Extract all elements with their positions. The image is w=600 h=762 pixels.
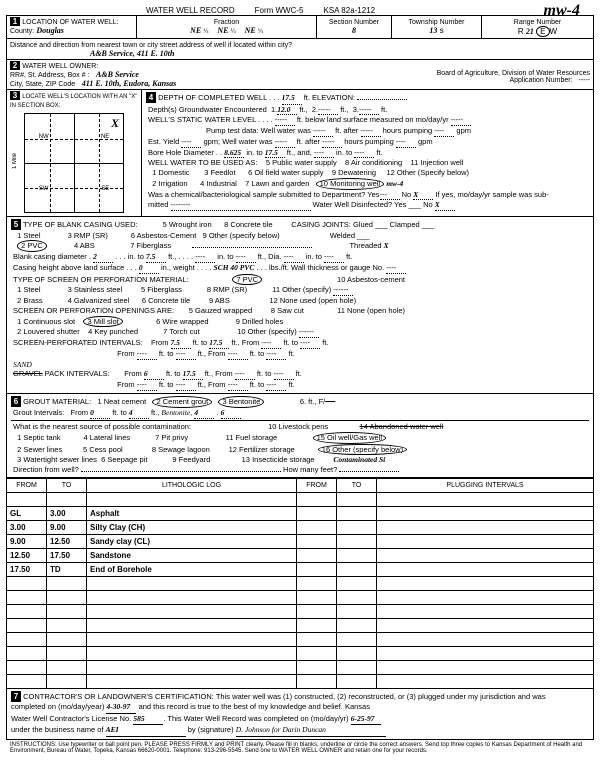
sec-num-5: 5 bbox=[11, 219, 21, 230]
owner-addr: 411 E. 10th, Eudora, Kansas bbox=[82, 79, 176, 88]
sec-num-7: 7 bbox=[11, 691, 21, 702]
lithologic-log-table: FROM TO LITHOLOGIC LOG FROM TO PLUGGING … bbox=[6, 478, 594, 689]
sec-num-6: 6 bbox=[11, 396, 21, 407]
section-7: 7 CONTRACTOR'S OR LANDOWNER'S CERTIFICAT… bbox=[6, 689, 594, 740]
table-row bbox=[7, 604, 594, 618]
rng-label: Range Number bbox=[514, 19, 561, 26]
fraction-label: Fraction bbox=[214, 19, 239, 26]
loc-label: LOCATION OF WATER WELL: bbox=[22, 19, 118, 26]
sec-num-3: 3 bbox=[10, 91, 20, 100]
section-4: 4 DEPTH OF COMPLETED WELL . . . 17.5 ft.… bbox=[142, 90, 593, 216]
county: Douglas bbox=[36, 26, 64, 35]
f3: NE bbox=[245, 26, 256, 35]
section-grid: NW NE SW SE X bbox=[24, 113, 124, 213]
s3-label: LOCATE WELL'S LOCATION WITH AN "X" IN SE… bbox=[10, 94, 137, 109]
section-5: 5 TYPE OF BLANK CASING USED: 5 Wrought i… bbox=[6, 217, 594, 394]
board: Board of Agriculture, Division of Water … bbox=[437, 70, 590, 77]
table-row bbox=[7, 646, 594, 660]
sec-num-1: 1 bbox=[10, 17, 20, 26]
owner-label: WATER WELL OWNER: bbox=[22, 63, 98, 70]
owner-name: A&B Service bbox=[96, 70, 139, 79]
header: WATER WELL RECORD Form WWC-5 KSA 82a-121… bbox=[6, 6, 594, 16]
form-title: WATER WELL RECORD bbox=[146, 6, 235, 15]
rng: 21 bbox=[526, 27, 534, 36]
table-row: 9.0012.50Sandy clay (CL) bbox=[7, 534, 594, 548]
sec: 8 bbox=[352, 26, 356, 35]
rr-label: RR#, St. Address, Box # : bbox=[10, 72, 89, 79]
table-row bbox=[7, 674, 594, 688]
sec-num-4: 4 bbox=[146, 92, 156, 103]
form-page: mw-4 WATER WELL RECORD Form WWC-5 KSA 82… bbox=[0, 0, 600, 762]
sec-num-2: 2 bbox=[10, 61, 20, 70]
twp: 13 bbox=[429, 26, 437, 35]
section-3-4: 3 LOCATE WELL'S LOCATION WITH AN "X" IN … bbox=[6, 90, 594, 217]
dist-label: Distance and direction from nearest town… bbox=[10, 42, 292, 49]
table-row bbox=[7, 660, 594, 674]
table-row bbox=[7, 492, 594, 506]
f2: NE bbox=[217, 26, 228, 35]
table-row: 17.50TDEnd of Borehole bbox=[7, 562, 594, 576]
form-no: Form WWC-5 bbox=[255, 6, 304, 15]
x-mark: X bbox=[111, 116, 119, 131]
table-header-row: FROM TO LITHOLOGIC LOG FROM TO PLUGGING … bbox=[7, 478, 594, 492]
section-1: 1 LOCATION OF WATER WELL: County: Dougla… bbox=[6, 16, 594, 39]
ksa: KSA 82a-1212 bbox=[324, 6, 376, 15]
county-label: County: bbox=[10, 28, 34, 35]
sec-label: Section Number bbox=[329, 19, 379, 26]
city-label: City, State, ZIP Code bbox=[10, 81, 75, 88]
table-row bbox=[7, 590, 594, 604]
f1: NE bbox=[190, 26, 201, 35]
dist: A&B Service, 411 E. 10th bbox=[90, 49, 174, 58]
dist-row: Distance and direction from nearest town… bbox=[6, 39, 594, 60]
app-label: Application Number: bbox=[509, 77, 572, 84]
app-num: ----- bbox=[578, 77, 590, 84]
section-2: 2 WATER WELL OWNER: RR#, St. Address, Bo… bbox=[6, 60, 594, 90]
table-row: 3.009.00Silty Clay (CH) bbox=[7, 520, 594, 534]
table-row: 12.5017.50Sandstone bbox=[7, 548, 594, 562]
instructions: INSTRUCTIONS: Use typewriter or ball poi… bbox=[6, 740, 594, 756]
table-row: GL3.00Asphalt bbox=[7, 506, 594, 520]
corner-note: mw-4 bbox=[544, 2, 580, 20]
table-row bbox=[7, 576, 594, 590]
table-row bbox=[7, 618, 594, 632]
twp-label: Township Number bbox=[408, 19, 464, 26]
table-row bbox=[7, 632, 594, 646]
section-6: 6 GROUT MATERIAL: 1 Neat cement 2 Cement… bbox=[6, 394, 594, 478]
